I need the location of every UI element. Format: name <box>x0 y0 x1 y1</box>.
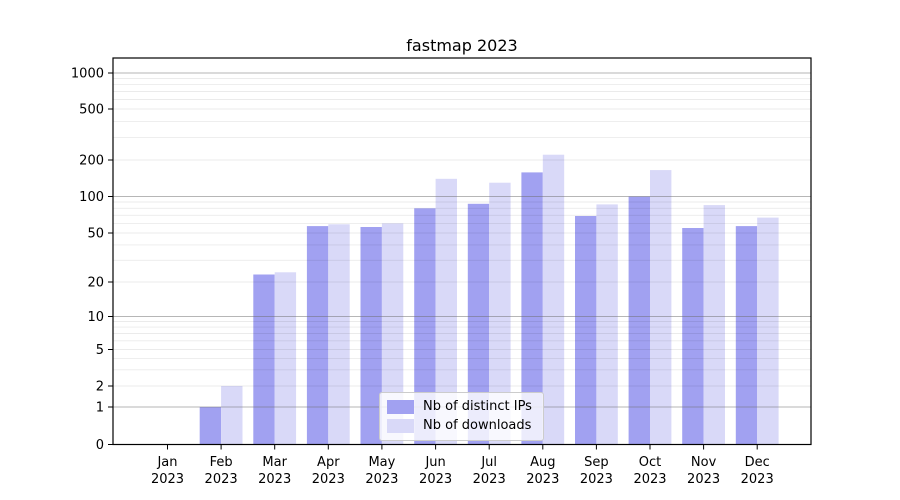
x-tick-label: Aug 2023 <box>526 455 559 487</box>
bar-downloads-dec <box>757 217 779 445</box>
legend-swatch-downloads <box>387 418 414 433</box>
legend-label-downloads: Nb of downloads <box>423 418 532 433</box>
legend-box: Nb of distinct IPs Nb of downloads <box>379 392 544 441</box>
x-tick-label: Jul 2023 <box>473 455 506 487</box>
y-tick-label: 5 <box>96 343 104 358</box>
bar-downloads-sep <box>596 204 618 445</box>
bar-downloads-apr <box>328 224 350 445</box>
bar-distinct-ips-may <box>360 227 382 445</box>
y-tick-label: 500 <box>79 103 104 118</box>
bar-distinct-ips-dec <box>735 226 758 445</box>
x-tick-label: Jun 2023 <box>419 455 452 487</box>
bar-downloads-feb <box>221 386 243 445</box>
bar-distinct-ips-mar <box>253 274 275 445</box>
bar-distinct-ips-aug <box>521 172 543 445</box>
bar-distinct-ips-sep <box>575 216 597 445</box>
x-tick-label: Oct 2023 <box>633 455 666 487</box>
legend-swatch-distinct-ips <box>387 399 414 414</box>
x-tick-label: Sep 2023 <box>580 455 613 487</box>
chart-title: fastmap 2023 <box>406 36 518 55</box>
x-tick-label: May 2023 <box>365 455 398 487</box>
y-tick-label: 1000 <box>71 67 104 82</box>
bar-downloads-jul <box>489 182 511 445</box>
x-tick-label: Dec 2023 <box>741 455 774 487</box>
bar-distinct-ips-nov <box>682 228 704 445</box>
legend-item-distinct-ips: Nb of distinct IPs <box>387 397 534 416</box>
x-tick-label: Mar 2023 <box>258 455 291 487</box>
bar-downloads-may <box>381 223 404 445</box>
x-tick-label: Apr 2023 <box>312 455 345 487</box>
bar-downloads-nov <box>703 205 725 445</box>
bar-distinct-ips-apr <box>306 226 329 445</box>
plot-border <box>112 57 812 446</box>
y-tick-label: 0 <box>96 438 104 453</box>
bar-distinct-ips-feb <box>199 407 222 445</box>
bar-downloads-mar <box>274 272 297 445</box>
y-tick-label: 100 <box>79 190 104 205</box>
bar-distinct-ips-jun <box>414 208 436 445</box>
y-tick-label: 10 <box>87 310 104 325</box>
x-tick-label: Jan 2023 <box>151 455 184 487</box>
y-tick-label: 200 <box>79 154 104 169</box>
bar-distinct-ips-jul <box>467 203 490 445</box>
bar-downloads-oct <box>650 170 672 445</box>
legend-item-downloads: Nb of downloads <box>387 416 534 435</box>
x-tick-label: Nov 2023 <box>687 455 720 487</box>
y-tick-label: 20 <box>87 276 104 291</box>
bar-distinct-ips-oct <box>628 196 650 445</box>
y-tick-label: 1 <box>96 401 104 416</box>
bar-downloads-jun <box>435 178 457 445</box>
y-tick-label: 50 <box>87 227 104 242</box>
x-tick-label: Feb 2023 <box>205 455 238 487</box>
y-tick-label: 2 <box>96 380 104 395</box>
bar-downloads-aug <box>542 154 565 445</box>
legend-label-distinct-ips: Nb of distinct IPs <box>423 399 532 414</box>
